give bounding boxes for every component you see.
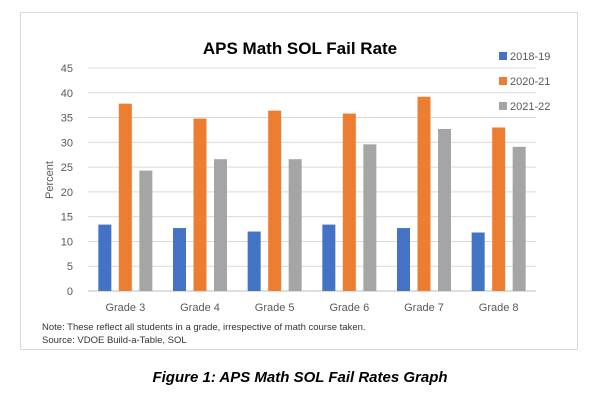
- y-tick-label: 40: [61, 88, 73, 100]
- bars: [98, 96, 526, 292]
- y-tick-label: 30: [61, 137, 73, 149]
- y-tick-label: 35: [61, 113, 73, 125]
- bar-2018-19-grade-5: [247, 231, 261, 291]
- gridlines: [88, 67, 536, 292]
- legend-label: 2018-19: [510, 51, 550, 63]
- legend-swatch: [499, 77, 507, 85]
- y-tick-label: 10: [61, 236, 73, 248]
- x-tick-label: Grade 8: [479, 302, 519, 314]
- y-tick-label: 0: [67, 286, 73, 298]
- x-axis-ticks: Grade 3 Grade 4 Grade 5 Grade 6 Grade 7 Grade…: [105, 302, 518, 314]
- legend-swatch: [499, 52, 507, 60]
- bar-2021-22-grade-3: [139, 170, 153, 291]
- bar-2018-19-grade-3: [98, 224, 112, 291]
- x-tick-label: Grade 5: [255, 302, 295, 314]
- y-tick-label: 25: [61, 162, 73, 174]
- legend: 2018-19 2020-21 2021-22: [499, 51, 550, 113]
- bar-2020-21-grade-6: [342, 113, 356, 291]
- legend-label: 2021-22: [510, 101, 550, 113]
- y-tick-label: 20: [61, 187, 73, 199]
- y-axis-label: Percent: [44, 161, 56, 199]
- bar-2020-21-grade-3: [118, 103, 132, 292]
- note-text: Note: These reflect all students in a gr…: [42, 322, 366, 333]
- y-axis-ticks: 0 5 10 15 20 25 30 35 40 45: [61, 63, 73, 298]
- bar-2018-19-grade-7: [397, 228, 410, 291]
- figure-caption: Figure 1: APS Math SOL Fail Rates Graph: [152, 369, 448, 386]
- bar-2020-21-grade-5: [268, 110, 282, 292]
- y-tick-label: 15: [61, 212, 73, 224]
- chart-title: APS Math SOL Fail Rate: [203, 39, 397, 58]
- bar-2020-21-grade-8: [492, 127, 506, 291]
- bar-2018-19-grade-4: [173, 228, 186, 291]
- bar-2021-22-grade-4: [214, 159, 227, 291]
- bar-2020-21-grade-7: [417, 96, 431, 292]
- source-text: Source: VDOE Build-a-Table, SOL: [42, 335, 187, 346]
- y-tick-label: 5: [67, 261, 73, 273]
- bar-2018-19-grade-8: [471, 232, 485, 291]
- bar-2021-22-grade-8: [512, 146, 526, 291]
- x-tick-label: Grade 4: [180, 302, 220, 314]
- bar-2018-19-grade-6: [322, 224, 336, 291]
- bar-2021-22-grade-6: [363, 144, 377, 291]
- chart-notes: Note: These reflect all students in a gr…: [42, 321, 366, 347]
- x-tick-label: Grade 6: [329, 302, 369, 314]
- y-tick-label: 45: [61, 63, 73, 75]
- bar-2021-22-grade-5: [288, 159, 302, 291]
- bar-2020-21-grade-4: [193, 118, 207, 292]
- legend-swatch: [499, 102, 507, 110]
- x-tick-label: Grade 3: [105, 302, 145, 314]
- x-tick-label: Grade 7: [404, 302, 444, 314]
- bar-2021-22-grade-7: [438, 128, 451, 291]
- legend-label: 2020-21: [510, 76, 550, 88]
